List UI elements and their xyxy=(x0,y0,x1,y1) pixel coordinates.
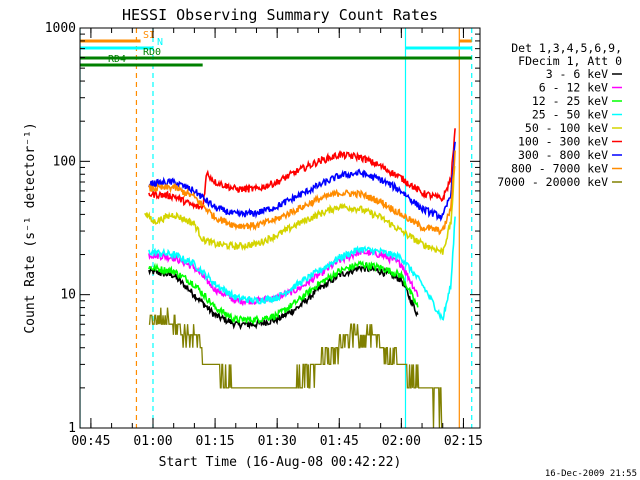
legend-header-0: Det 1,3,4,5,6,9, xyxy=(511,41,622,55)
series-line-0 xyxy=(148,262,419,331)
series-line-5 xyxy=(148,128,456,211)
series-line-6 xyxy=(148,141,456,222)
series-line-7 xyxy=(148,150,456,236)
x-tick-label-2: 01:15 xyxy=(196,434,235,449)
series-line-4 xyxy=(144,165,456,255)
annotation-label-rd4: RD4 xyxy=(108,54,126,65)
legend-label-1: 6 - 12 keV xyxy=(539,81,608,95)
y-tick-label-0: 1 xyxy=(68,421,76,436)
x-tick-label-1: 01:00 xyxy=(133,434,172,449)
annotation-label-rd0: RD0 xyxy=(143,47,161,58)
series-line-2 xyxy=(148,260,419,325)
legend-label-5: 100 - 300 keV xyxy=(518,135,608,149)
y-tick-label-2: 100 xyxy=(53,154,76,169)
legend-label-0: 3 - 6 keV xyxy=(546,67,608,81)
x-tick-label-6: 02:15 xyxy=(444,434,483,449)
legend-header-1: FDecim 1, Att 0 xyxy=(518,54,622,68)
y-tick-label-3: 1000 xyxy=(45,21,76,36)
annotation-label-n: N xyxy=(157,37,163,48)
legend-label-8: 7000 - 20000 keV xyxy=(497,175,608,189)
legend-label-6: 300 - 800 keV xyxy=(518,148,608,162)
annotation-label-si: SI xyxy=(143,30,155,41)
x-tick-label-5: 02:00 xyxy=(382,434,421,449)
x-tick-label-4: 01:45 xyxy=(320,434,359,449)
plot-frame xyxy=(79,27,481,429)
legend-label-7: 800 - 7000 keV xyxy=(511,162,608,176)
y-tick-label-1: 10 xyxy=(60,288,76,303)
footer-timestamp: 16-Dec-2009 21:55 xyxy=(545,469,637,479)
series-line-8 xyxy=(148,307,443,428)
legend-label-3: 25 - 50 keV xyxy=(532,108,608,122)
y-axis-label: Count Rate (s⁻¹ detector⁻¹) xyxy=(23,122,38,333)
legend-label-4: 50 - 100 keV xyxy=(525,121,608,135)
x-tick-label-0: 00:45 xyxy=(71,434,110,449)
x-tick-label-3: 01:30 xyxy=(258,434,297,449)
series-line-3 xyxy=(148,216,456,321)
x-axis-label: Start Time (16-Aug-08 00:42:22) xyxy=(159,455,402,470)
chart-title: HESSI Observing Summary Count Rates xyxy=(122,6,438,24)
legend-label-2: 12 - 25 keV xyxy=(532,94,608,108)
